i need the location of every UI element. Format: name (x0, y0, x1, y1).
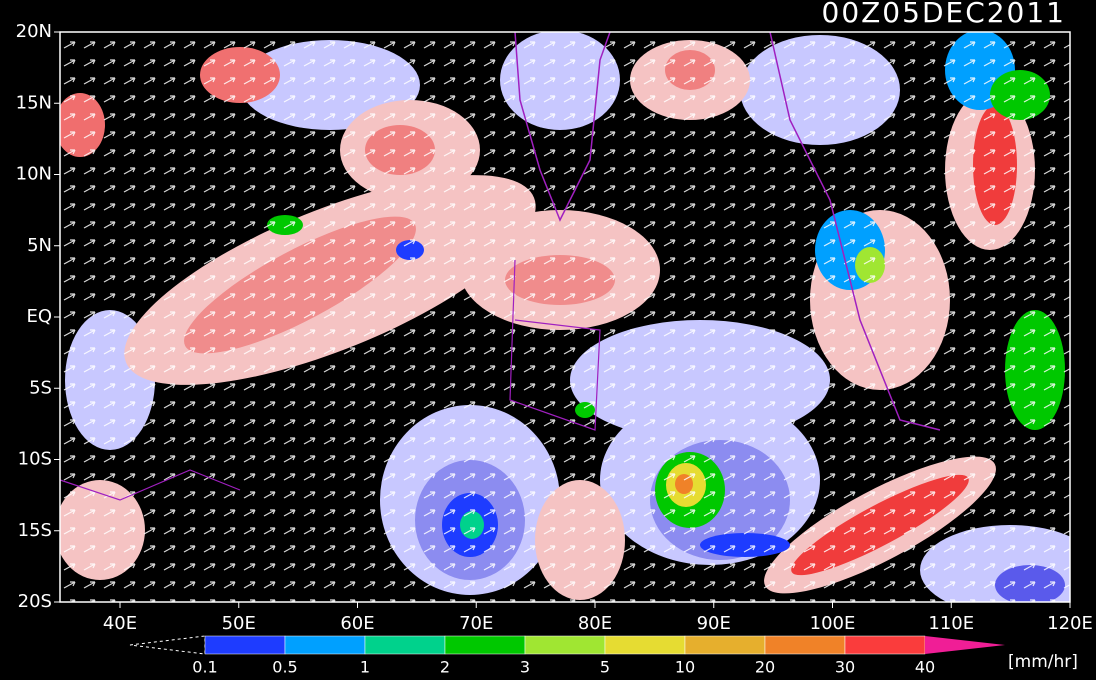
lon-label: 60E (340, 613, 374, 634)
coastline (60, 469, 241, 501)
colorbar-label: 2 (440, 658, 450, 677)
colorbar-label: 20 (755, 658, 775, 677)
colorbar-segment (604, 635, 686, 655)
lat-label: EQ (26, 306, 52, 327)
lon-label: 90E (697, 613, 731, 634)
colorbar-segment (524, 635, 606, 655)
colorbar-segment (684, 635, 766, 655)
colorbar-segment (284, 635, 366, 655)
colorbar-label: 3 (520, 658, 530, 677)
colorbar-segment (364, 635, 446, 655)
colorbar-segment (844, 635, 926, 655)
map-field (60, 32, 1070, 602)
lon-label: 110E (928, 613, 974, 634)
coastline (514, 32, 611, 222)
colorbar-label: 5 (600, 658, 610, 677)
lat-label: 15S (18, 520, 52, 541)
colorbar-unit: [mm/hr] (1008, 652, 1078, 672)
lat-label: 5N (27, 235, 52, 256)
lat-label: 20N (16, 21, 52, 42)
lat-label: 20S (18, 591, 52, 612)
coastline (769, 32, 941, 431)
lat-label: 5S (29, 377, 52, 398)
wind-field (60, 32, 1070, 602)
boundary-line (509, 259, 601, 431)
map-title: 00Z05DEC2011 (822, 0, 1067, 29)
colorbar-segment (764, 635, 846, 655)
colorbar-over (925, 636, 1005, 654)
colorbar-label: 1 (360, 658, 370, 677)
lon-label: 100E (810, 613, 856, 634)
lon-label: 40E (103, 613, 137, 634)
colorbar-label: 30 (835, 658, 855, 677)
lat-label: 10N (16, 164, 52, 185)
lat-label: 15N (16, 92, 52, 113)
lon-label: 80E (578, 613, 612, 634)
colorbar-label: 0.5 (272, 658, 297, 677)
lat-label: 10S (18, 449, 52, 470)
lon-label: 50E (222, 613, 256, 634)
colorbar-segment (204, 635, 286, 655)
colorbar-label: 0.1 (192, 658, 217, 677)
lon-label: 70E (459, 613, 493, 634)
colorbar-label: 10 (675, 658, 695, 677)
lon-label: 120E (1047, 613, 1093, 634)
colorbar-label: 40 (915, 658, 935, 677)
colorbar-segment (444, 635, 526, 655)
